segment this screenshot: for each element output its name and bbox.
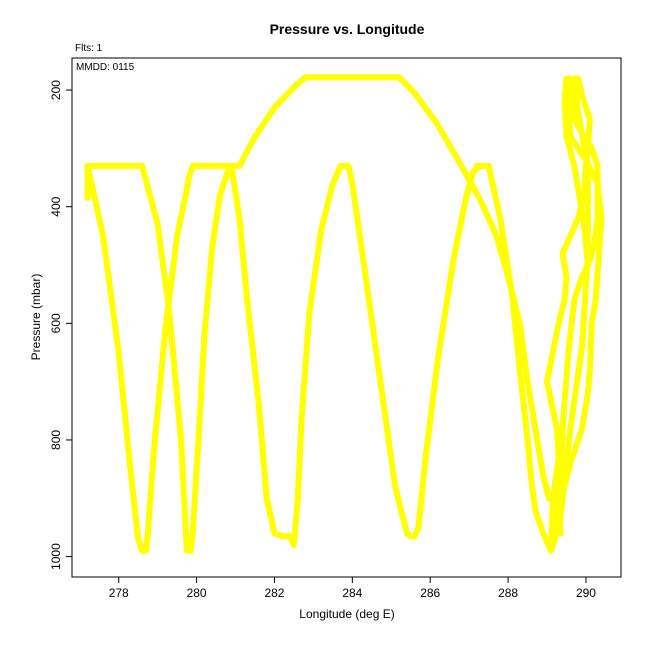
data-series-group bbox=[84, 74, 605, 554]
series-line-2 bbox=[84, 162, 235, 554]
x-tick-label: 284 bbox=[342, 586, 362, 600]
x-tick-label: 288 bbox=[498, 586, 518, 600]
x-tick-label: 280 bbox=[187, 586, 207, 600]
series-line-1 bbox=[84, 162, 239, 554]
date-label: MMDD: 0115 bbox=[76, 62, 135, 73]
x-axis-label: Longitude (deg E) bbox=[299, 607, 394, 621]
y-tick-label: 1000 bbox=[49, 543, 63, 570]
y-tick-label: 600 bbox=[49, 313, 63, 333]
series-line-4 bbox=[236, 74, 552, 502]
y-tick-label: 400 bbox=[49, 196, 63, 216]
x-tick-label: 290 bbox=[576, 586, 596, 600]
x-axis: 278 280 282 284 286 288 290 bbox=[109, 577, 596, 600]
series-line-7 bbox=[555, 75, 601, 537]
series-line-8 bbox=[555, 75, 605, 537]
plot-frame bbox=[71, 57, 622, 578]
x-tick-label: 286 bbox=[420, 586, 440, 600]
series-line-3 bbox=[228, 162, 484, 548]
x-tick-label: 278 bbox=[109, 586, 129, 600]
flights-count-label: Flts: 1 bbox=[75, 43, 103, 54]
series-line-5 bbox=[473, 162, 566, 554]
y-axis: 200 400 600 800 1000 bbox=[49, 80, 72, 570]
chart-title: Pressure vs. Longitude bbox=[270, 21, 425, 37]
y-axis-label: Pressure (mbar) bbox=[29, 274, 43, 361]
y-tick-label: 200 bbox=[49, 80, 63, 100]
y-tick-label: 800 bbox=[49, 430, 63, 450]
x-tick-label: 282 bbox=[264, 586, 284, 600]
